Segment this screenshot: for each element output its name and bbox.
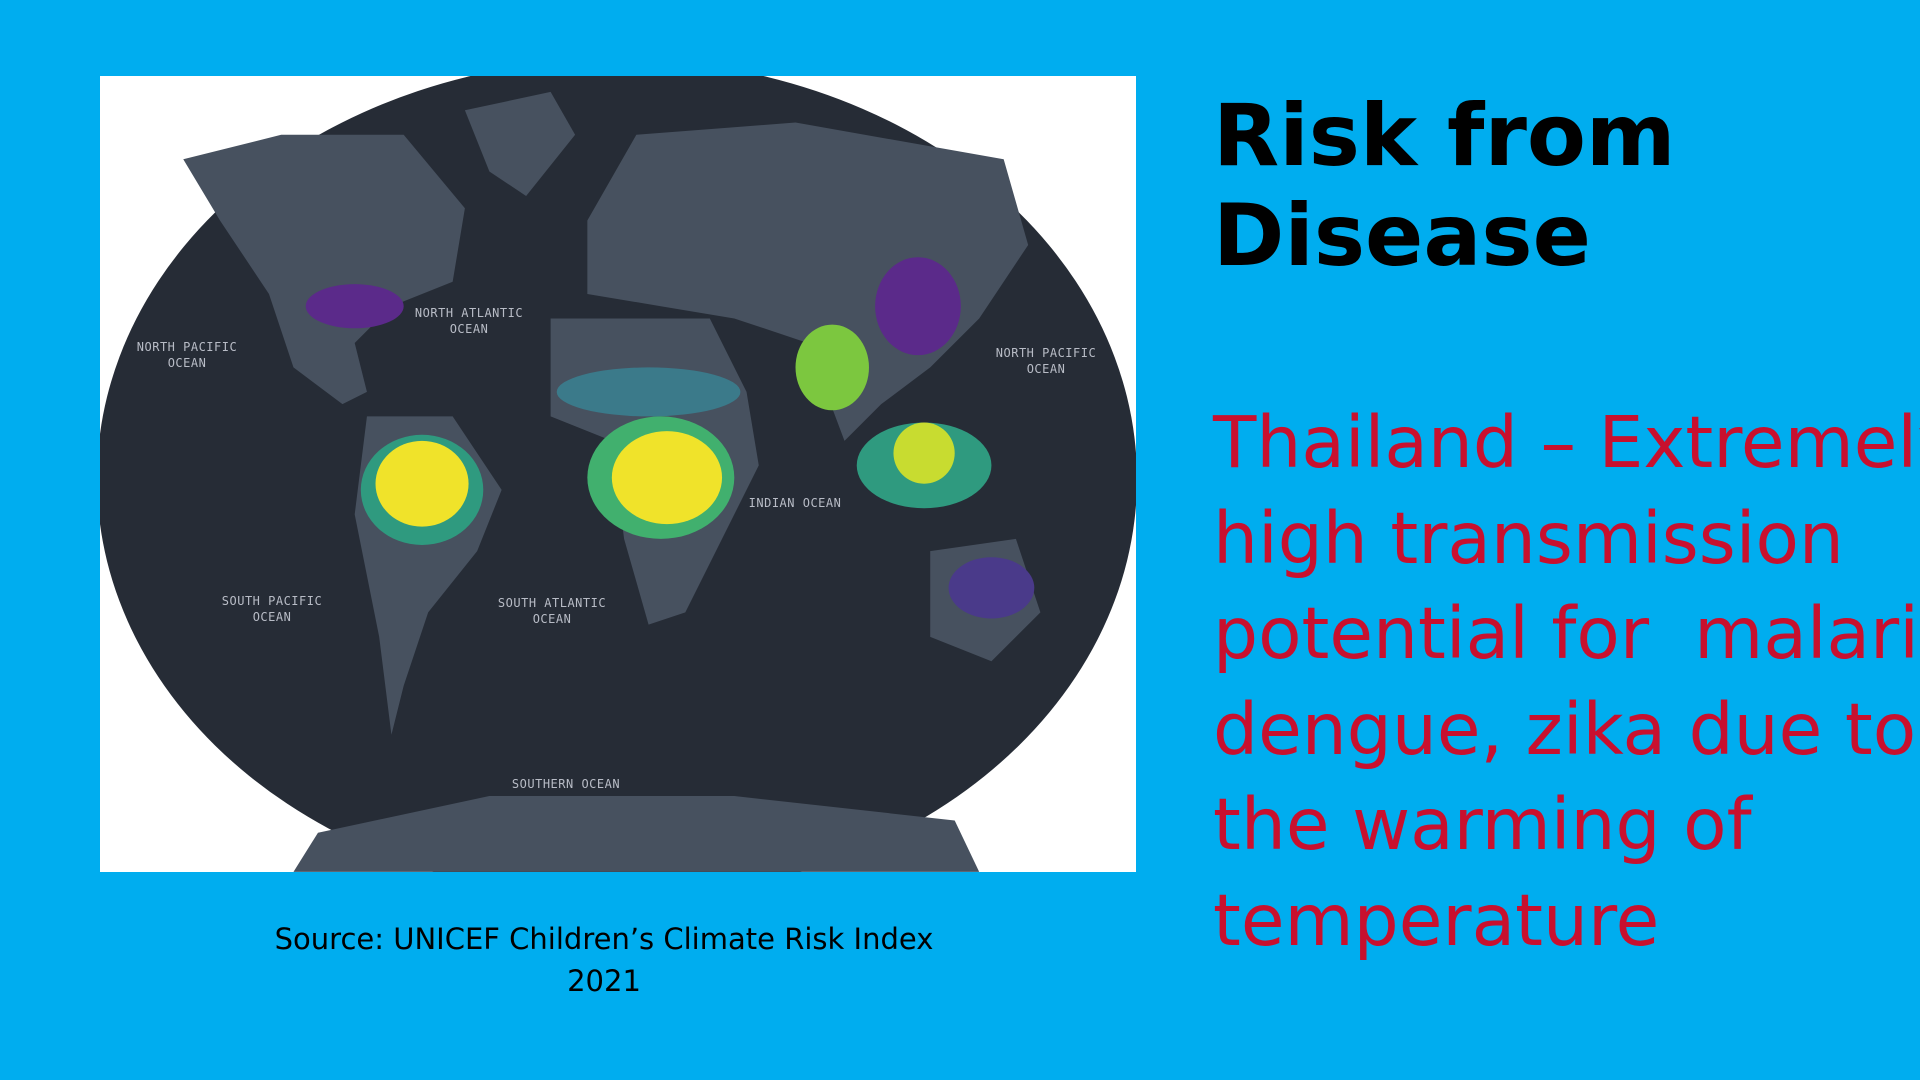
body-line: Thailand – Extremely [1213, 401, 1920, 484]
ocean-label: NORTH PACIFIC OCEAN [995, 346, 1097, 376]
body-line: high transmission [1213, 496, 1844, 580]
ocean-label: SOUTH ATLANTIC OCEAN [497, 596, 607, 626]
caption-line: 2021 [567, 964, 641, 998]
map-caption: Source: UNICEF Children’s Climate Risk I… [254, 918, 954, 1002]
body-line: temperature [1213, 878, 1660, 962]
body-line: potential for malaria, [1213, 592, 1920, 675]
ocean-label: SOUTH PACIFIC OCEAN [221, 594, 323, 624]
caption-line: Source: UNICEF Children’s Climate Risk I… [274, 922, 934, 956]
world-map: NORTH PACIFIC OCEAN NORTH ATLANTIC OCEAN… [100, 76, 1136, 872]
ocean-label: SOUTHERN OCEAN [511, 777, 621, 791]
body-line: dengue, zika due to [1213, 687, 1917, 771]
slide-title: Risk from Disease [1213, 86, 1676, 286]
ocean-label: NORTH ATLANTIC OCEAN [414, 306, 524, 336]
map-graphic [100, 76, 1136, 872]
ocean-label: NORTH PACIFIC OCEAN [136, 340, 238, 370]
slide-body: Thailand – Extremely high transmission pot… [1213, 395, 1920, 968]
body-line: the warming of [1213, 783, 1752, 866]
land [183, 91, 1041, 872]
title-line: Disease [1213, 186, 1591, 286]
title-line: Risk from [1213, 86, 1676, 186]
ocean-label: INDIAN OCEAN [748, 496, 842, 510]
